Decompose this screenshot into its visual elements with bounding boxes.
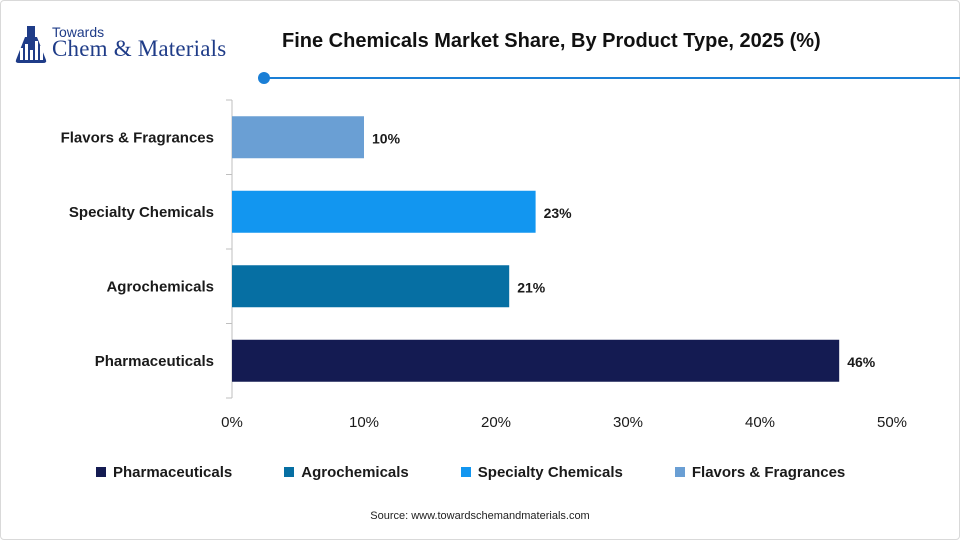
x-tick-label: 30% — [613, 414, 643, 431]
flask-icon — [15, 26, 47, 63]
data-label: 46% — [847, 354, 876, 370]
x-tick-label: 50% — [877, 414, 907, 431]
x-tick-label: 10% — [349, 414, 379, 431]
category-label: Agrochemicals — [106, 278, 214, 295]
brand-top-text: Towards — [52, 24, 105, 40]
brand-logo: Towards Chem & Materials — [14, 24, 254, 68]
legend-label: Flavors & Fragrances — [691, 463, 846, 481]
chart-legend: Pharmaceuticals Agrochemicals Specialty Ch… — [96, 462, 845, 482]
source-note: Source: www.towardschemandmaterials.com — [370, 510, 590, 522]
legend-label: Specialty Chemicals — [477, 463, 623, 481]
bar — [232, 190, 536, 233]
title-underline — [258, 72, 960, 84]
legend-label: Pharmaceuticals — [113, 463, 233, 481]
legend-label: Agrochemicals — [301, 463, 409, 481]
bar — [232, 116, 364, 159]
legend-swatch — [284, 467, 295, 477]
legend-item: Agrochemicals — [284, 464, 409, 481]
x-tick-label: 40% — [745, 414, 775, 431]
legend-swatch — [460, 467, 471, 477]
legend-item: Specialty Chemicals — [460, 463, 623, 481]
x-tick-label: 0% — [221, 414, 243, 431]
bar — [232, 265, 510, 308]
category-label: Flavors & Fragrances — [61, 129, 214, 146]
category-label: Specialty Chemicals — [69, 204, 214, 221]
legend-swatch — [674, 467, 685, 477]
bar — [232, 339, 840, 382]
chart-title: Fine Chemicals Market Share, By Product … — [282, 30, 821, 52]
legend-item: Flavors & Fragrances — [674, 463, 846, 481]
legend-item: Pharmaceuticals — [96, 464, 232, 481]
x-tick-label: 20% — [481, 414, 511, 431]
legend-swatch — [96, 467, 106, 477]
category-label: Pharmaceuticals — [95, 353, 214, 370]
data-label: 21% — [517, 279, 546, 295]
data-label: 10% — [372, 130, 401, 146]
data-label: 23% — [544, 205, 573, 221]
brand-main-text: Chem & Materials — [52, 36, 227, 61]
